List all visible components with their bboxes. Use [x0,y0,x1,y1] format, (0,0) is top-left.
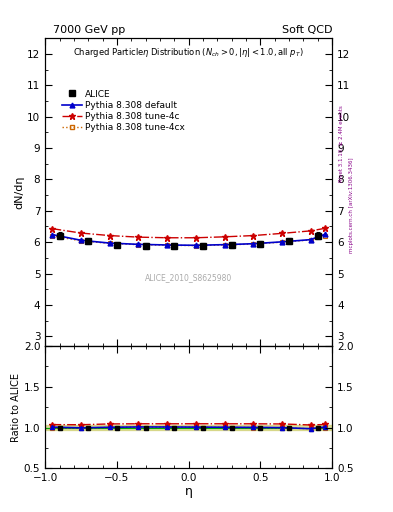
Text: Charged Particle$\eta$ Distribution $(N_{ch} > 0, |\eta| < 1.0, \mathrm{all}\ p_: Charged Particle$\eta$ Distribution $(N_… [73,46,304,59]
Text: Soft QCD: Soft QCD [282,25,332,35]
Text: mcplots.cern.ch [arXiv:1306.3436]: mcplots.cern.ch [arXiv:1306.3436] [349,157,354,252]
Bar [45,425,332,430]
Y-axis label: dN/dη: dN/dη [14,175,24,209]
X-axis label: η: η [185,485,193,498]
Y-axis label: Ratio to ALICE: Ratio to ALICE [11,373,21,441]
Text: 7000 GeV pp: 7000 GeV pp [53,25,125,35]
Text: Rivet 3.1.10, ≥ 2.4M events: Rivet 3.1.10, ≥ 2.4M events [339,105,344,182]
Legend: ALICE, Pythia 8.308 default, Pythia 8.308 tune-4c, Pythia 8.308 tune-4cx: ALICE, Pythia 8.308 default, Pythia 8.30… [58,86,189,136]
Text: ALICE_2010_S8625980: ALICE_2010_S8625980 [145,273,232,283]
